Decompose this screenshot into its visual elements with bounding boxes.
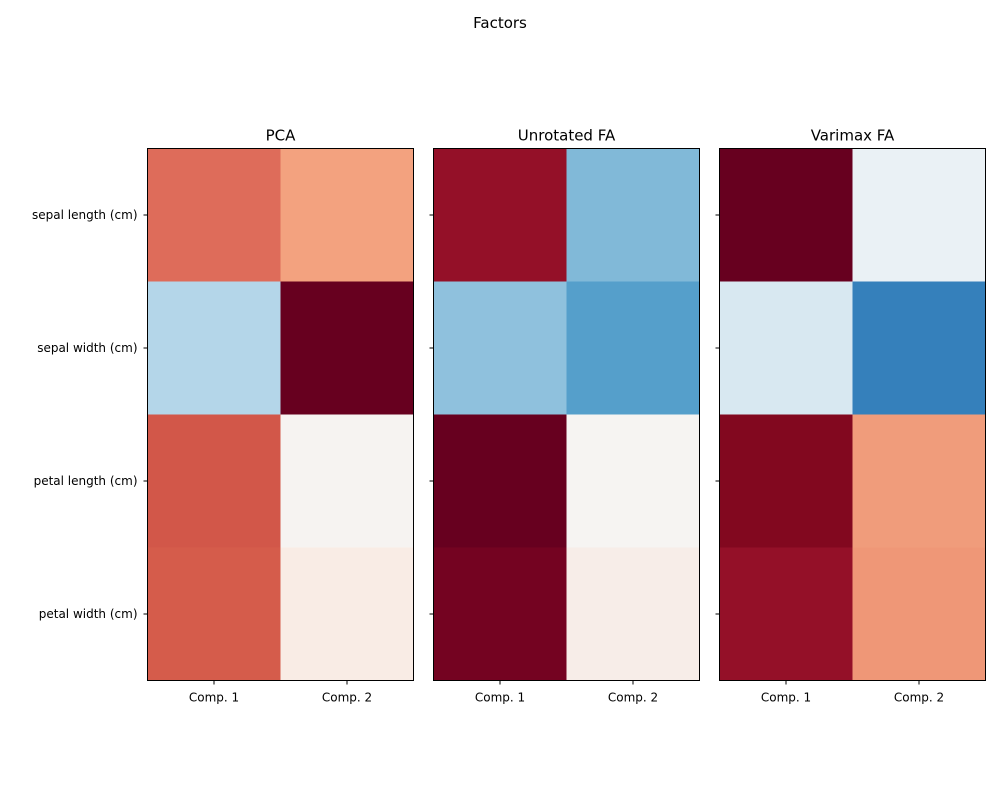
heatmap-cell xyxy=(852,148,986,282)
heatmap-cell xyxy=(147,281,281,415)
heatmap-cell xyxy=(433,281,567,415)
x-tick-label: Comp. 1 xyxy=(189,691,239,705)
panel-2: Varimax FA Comp. 1 Comp. 2 xyxy=(715,127,986,705)
heatmap-cell xyxy=(147,547,281,681)
heatmap-cell xyxy=(852,547,986,681)
x-tick-label: Comp. 2 xyxy=(894,691,944,705)
heatmap-cell xyxy=(280,281,414,415)
heatmap-cell xyxy=(719,547,853,681)
heatmap-cell xyxy=(852,414,986,548)
heatmap-cell xyxy=(147,414,281,548)
panel-title: PCA xyxy=(266,127,297,145)
heatmap-panels: PCA Comp. 1 Comp. 2 sepal length (cm) sepal … xyxy=(32,127,986,705)
heatmap-cell xyxy=(433,148,567,282)
panel-frame xyxy=(433,148,700,681)
y-tick-label: sepal width (cm) xyxy=(37,341,137,355)
figure-title: Factors xyxy=(473,14,527,32)
heatmap-cell xyxy=(566,148,700,282)
heatmap-cell xyxy=(280,414,414,548)
heatmap-cell xyxy=(719,281,853,415)
panel-0: PCA Comp. 1 Comp. 2 sepal length (cm) sepal … xyxy=(32,127,414,705)
y-tick-label: sepal length (cm) xyxy=(32,208,137,222)
heatmap-cell xyxy=(719,414,853,548)
x-tick-label: Comp. 1 xyxy=(761,691,811,705)
heatmap-cell xyxy=(566,281,700,415)
heatmap-cell xyxy=(719,148,853,282)
panel-frame xyxy=(719,148,986,681)
heatmap-cell xyxy=(566,547,700,681)
y-tick-label: petal width (cm) xyxy=(39,607,138,621)
panel-title: Varimax FA xyxy=(811,127,895,145)
panel-1: Unrotated FA Comp. 1 Comp. 2 xyxy=(429,127,700,705)
heatmap-cell xyxy=(280,547,414,681)
y-tick-label: petal length (cm) xyxy=(34,474,138,488)
heatmap-cell xyxy=(280,148,414,282)
heatmap-cell xyxy=(147,148,281,282)
heatmap-cell xyxy=(433,414,567,548)
x-tick-label: Comp. 2 xyxy=(608,691,658,705)
x-tick-label: Comp. 2 xyxy=(322,691,372,705)
heatmap-cell xyxy=(566,414,700,548)
heatmap-cell xyxy=(852,281,986,415)
heatmap-cell xyxy=(433,547,567,681)
panel-title: Unrotated FA xyxy=(518,127,616,145)
panel-frame xyxy=(147,148,414,681)
x-tick-label: Comp. 1 xyxy=(475,691,525,705)
